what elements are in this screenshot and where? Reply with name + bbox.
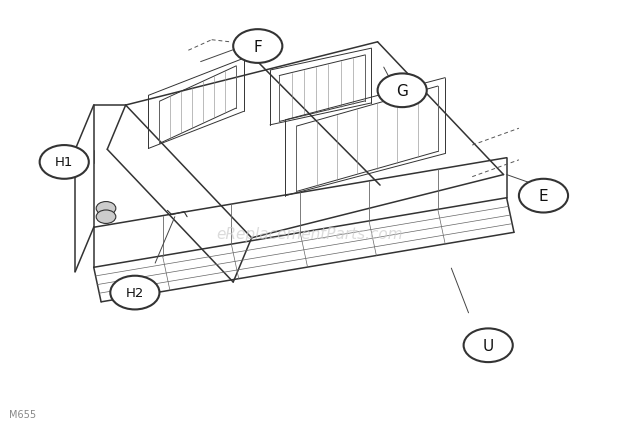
- Text: H2: H2: [126, 286, 144, 299]
- Text: M655: M655: [9, 409, 36, 419]
- Text: E: E: [539, 189, 548, 204]
- Text: eReplacementParts.com: eReplacementParts.com: [216, 227, 404, 242]
- Text: F: F: [254, 40, 262, 55]
- Text: H1: H1: [55, 156, 73, 169]
- Circle shape: [40, 146, 89, 179]
- Circle shape: [378, 74, 427, 108]
- Circle shape: [233, 30, 282, 64]
- Text: G: G: [396, 83, 408, 98]
- Circle shape: [110, 276, 159, 310]
- Circle shape: [464, 328, 513, 362]
- Circle shape: [96, 210, 116, 224]
- Circle shape: [519, 179, 568, 213]
- Text: U: U: [482, 338, 494, 353]
- Circle shape: [96, 202, 116, 216]
